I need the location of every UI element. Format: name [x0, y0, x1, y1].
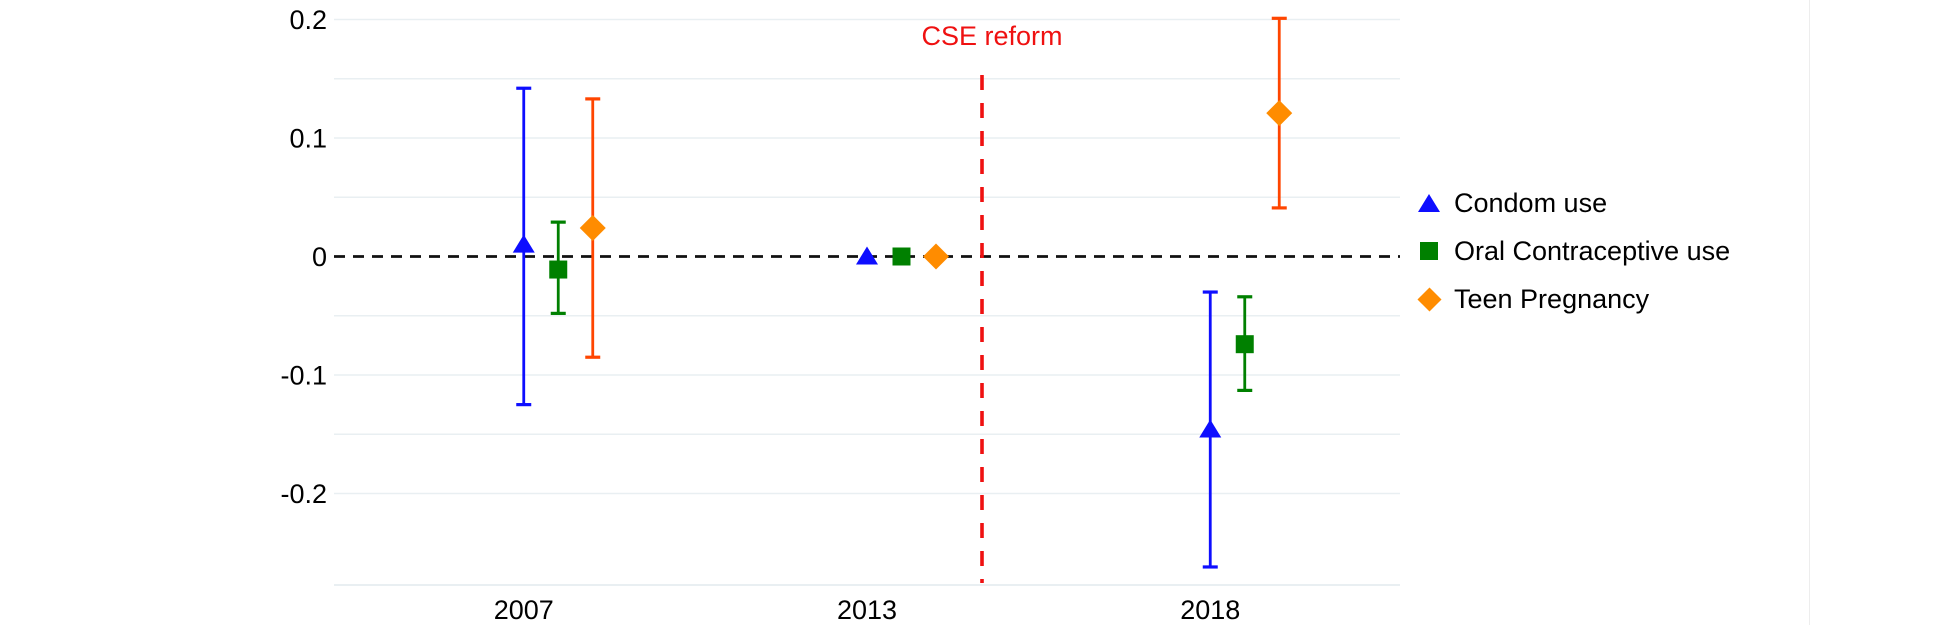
legend-item-condom-use: Condom use — [1416, 179, 1730, 227]
diamond-icon — [1416, 286, 1442, 312]
square-marker-oral-contraceptive-use-2013 — [892, 247, 911, 266]
y-tick-label: -0.2 — [280, 479, 327, 509]
vline-annotation-label: CSE reform — [921, 21, 1063, 51]
figure-right-edge — [1809, 0, 1810, 625]
y-tick-label: 0 — [312, 242, 327, 272]
y-tick-label: -0.1 — [280, 361, 327, 391]
legend: Condom use Oral Contraceptive use Teen P… — [1416, 179, 1730, 323]
triangle-marker-condom-use-2007 — [512, 234, 535, 253]
triangle-marker-condom-use-2013 — [856, 246, 878, 265]
square-marker-oral-contraceptive-use-2007 — [549, 260, 568, 279]
legend-label: Condom use — [1454, 187, 1608, 218]
legend-marker-box — [1416, 286, 1442, 312]
legend-item-teen-pregnancy: Teen Pregnancy — [1416, 275, 1730, 323]
x-tick-label: 2018 — [1180, 595, 1240, 625]
triangle-marker-condom-use-2018 — [1199, 419, 1222, 438]
y-tick-label: 0.2 — [289, 5, 327, 35]
x-tick-label: 2007 — [494, 595, 554, 625]
legend-label: Teen Pregnancy — [1454, 283, 1650, 314]
legend-item-oral-contraceptive-use: Oral Contraceptive use — [1416, 227, 1730, 275]
diamond-marker-teen-pregnancy-2007 — [579, 215, 606, 242]
triangle-icon — [1418, 194, 1440, 212]
legend-label: Oral Contraceptive use — [1454, 235, 1731, 266]
diamond-marker-teen-pregnancy-2018 — [1266, 100, 1293, 127]
legend-marker-box — [1416, 242, 1442, 260]
legend-marker-box — [1416, 194, 1442, 212]
diamond-marker-teen-pregnancy-2013 — [923, 243, 949, 270]
y-tick-label: 0.1 — [289, 124, 327, 154]
square-marker-oral-contraceptive-use-2018 — [1235, 335, 1254, 354]
square-icon — [1420, 242, 1438, 260]
x-tick-label: 2013 — [837, 595, 897, 625]
